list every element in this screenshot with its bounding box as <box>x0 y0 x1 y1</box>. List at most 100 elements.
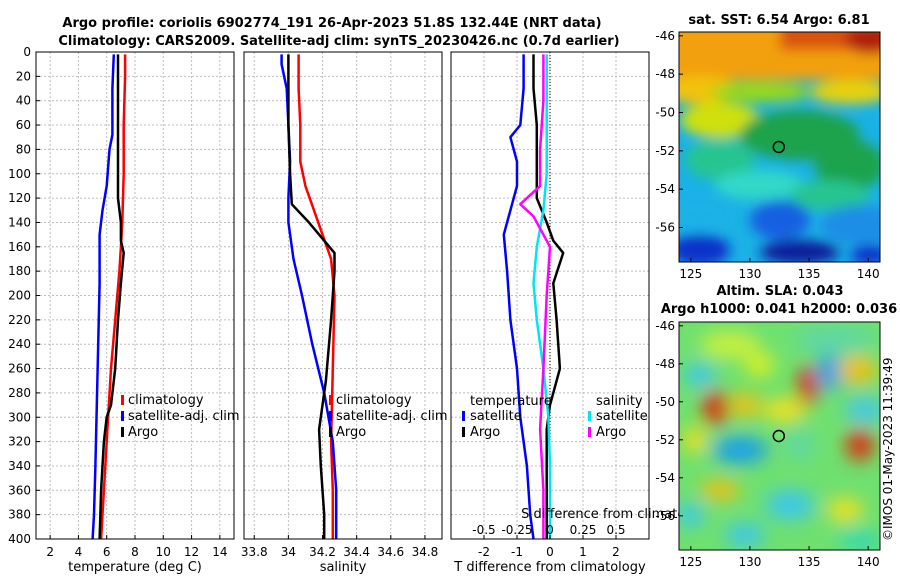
x-tick-label: 2 <box>612 545 620 559</box>
legend-label-s-argo: Argo <box>596 425 626 440</box>
temperature-curves <box>91 54 127 540</box>
y-tick-label: 80 <box>16 142 31 156</box>
y-tick-label: 260 <box>8 362 31 376</box>
s-difference-xticks: -0.5 -0.25 0 0.25 0.5 <box>472 523 625 537</box>
y-tick-label: 0 <box>23 45 31 59</box>
legend-label-s-satellite: satellite <box>596 409 648 424</box>
x-tick-label: 34.8 <box>412 545 439 559</box>
lat-tick-label: -54 <box>655 182 675 196</box>
title-line-1: Argo profile: coriolis 6902774_191 26-Ap… <box>62 16 601 31</box>
difference-legend: temperature satellite Argo salinity sate… <box>462 394 648 440</box>
lat-tick-label: -54 <box>655 471 675 485</box>
x-tick-label: 34.6 <box>377 545 404 559</box>
series-s-argo <box>519 54 552 539</box>
legend-label-satellite: satellite-adj. clim <box>128 409 240 424</box>
x-tick-label: -1 <box>511 545 523 559</box>
x-tick-label: 14 <box>212 545 227 559</box>
lon-tick-label: 125 <box>679 555 702 569</box>
lat-tick-label: -50 <box>655 395 675 409</box>
legend-label-t-satellite: satellite <box>470 409 522 424</box>
legend-swatch-satellite <box>329 411 332 421</box>
legend-swatch-s-satellite <box>588 411 591 421</box>
legend-swatch-satellite <box>121 411 124 421</box>
sla-lat-ticks: -46 -48 -50 -52 -54 -56 <box>655 319 683 523</box>
sst-blobs <box>679 32 880 262</box>
difference-xticks: -2 -1 0 1 2 <box>478 535 620 559</box>
lat-tick-label: -48 <box>655 357 675 371</box>
sla-map-frame <box>678 321 881 551</box>
t-difference-xlabel: T difference from climatology <box>453 560 646 575</box>
sst-map-frame <box>678 31 881 263</box>
lat-tick-label: -50 <box>655 106 675 120</box>
legend-title-temperature: temperature <box>470 394 552 409</box>
y-tick-label: 140 <box>8 215 31 229</box>
sst-map-title: sat. SST: 6.54 Argo: 6.81 <box>688 13 869 28</box>
y-tick-label: 160 <box>8 240 31 254</box>
x-tick-label: 33.8 <box>241 545 268 559</box>
s-tick-label: 0.5 <box>606 523 625 537</box>
lon-tick-label: 140 <box>857 555 880 569</box>
y-tick-label: 340 <box>8 459 31 473</box>
y-tick-label: 400 <box>8 532 31 546</box>
sla-map: Altim. SLA: 0.043 Argo h1000: 0.041 h200… <box>655 284 897 569</box>
s-tick-label: 0 <box>546 523 554 537</box>
legend-label-argo: Argo <box>128 425 158 440</box>
x-tick-label: 0 <box>546 545 554 559</box>
y-tick-label: 40 <box>16 94 31 108</box>
lon-tick-label: 130 <box>738 555 761 569</box>
series-t-argo <box>532 54 565 539</box>
y-tick-label: 240 <box>8 337 31 351</box>
sst-lon-ticks: 125 130 135 140 <box>679 258 880 281</box>
legend-swatch-argo <box>121 427 124 437</box>
lat-tick-label: -56 <box>655 509 675 523</box>
series-t-satellite <box>502 54 535 540</box>
temperature-xticks: 2 4 6 8 10 12 14 <box>46 535 227 559</box>
x-tick-label: 4 <box>75 545 83 559</box>
s-tick-label: 0.25 <box>570 523 597 537</box>
x-tick-label: 34 <box>281 545 296 559</box>
series-satellite-adj-clim <box>91 54 116 540</box>
sst-field <box>679 32 880 262</box>
legend-swatch-climatology <box>329 395 332 405</box>
title-line-2: Climatology: CARS2009. Satellite-adj cli… <box>58 34 619 49</box>
sla-blobs <box>679 324 880 550</box>
lat-tick-label: -48 <box>655 67 675 81</box>
y-tick-label: 20 <box>16 69 31 83</box>
x-tick-label: 1 <box>579 545 587 559</box>
x-tick-label: 12 <box>184 545 199 559</box>
lon-tick-label: 130 <box>738 267 761 281</box>
lon-tick-label: 135 <box>798 267 821 281</box>
sst-argo-marker <box>772 140 786 154</box>
temperature-legend: climatology satellite-adj. clim Argo <box>121 393 240 440</box>
y-tick-label: 200 <box>8 289 31 303</box>
series-climatology <box>297 54 336 539</box>
temperature-xlabel: temperature (deg C) <box>68 560 202 575</box>
legend-title-salinity: salinity <box>596 394 643 409</box>
sla-argo-marker <box>772 429 786 443</box>
salinity-legend: climatology satellite-adj. clim Argo <box>329 393 448 440</box>
salinity-axes-box <box>243 51 443 540</box>
sst-map: sat. SST: 6.54 Argo: 6.81 <box>655 13 881 281</box>
y-tick-label: 300 <box>8 410 31 424</box>
y-tick-label: 360 <box>8 483 31 497</box>
lon-tick-label: 140 <box>857 267 880 281</box>
temperature-grid <box>36 51 234 540</box>
imos-watermark: ©IMOS 01-May-2023 11:39:49 <box>881 357 895 541</box>
y-tick-label: 180 <box>8 264 31 278</box>
sla-lon-ticks: 125 130 135 140 <box>679 546 880 569</box>
s-tick-label: -0.25 <box>501 523 532 537</box>
lon-tick-label: 135 <box>798 555 821 569</box>
y-tick-label: 60 <box>16 118 31 132</box>
y-tick-label: 100 <box>8 167 31 181</box>
salinity-panel: 33.8 34 34.2 34.4 34.6 34.8 salinity climatol… <box>241 51 448 575</box>
difference-panel: -2 -1 0 1 2 -0.5 -0.25 0 0.25 0.5 S difference f… <box>450 51 713 575</box>
x-tick-label: 10 <box>156 545 171 559</box>
salinity-xticks: 33.8 34 34.2 34.4 34.6 34.8 <box>241 535 438 559</box>
legend-label-t-argo: Argo <box>470 425 500 440</box>
sla-map-title-1: Altim. SLA: 0.043 <box>717 284 844 299</box>
sla-map-title-2: Argo h1000: 0.041 h2000: 0.036 <box>661 302 897 317</box>
s-tick-label: -0.5 <box>472 523 495 537</box>
lat-tick-label: -52 <box>655 144 675 158</box>
y-tick-label: 220 <box>8 313 31 327</box>
